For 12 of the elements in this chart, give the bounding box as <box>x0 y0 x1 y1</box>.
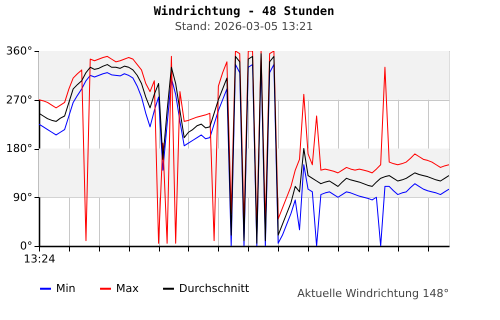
legend-label: Durchschnitt <box>179 282 250 295</box>
x-tick-label: 13:24 <box>24 252 56 266</box>
y-tick-label: 180° <box>6 142 32 155</box>
text: Aktuelle Windrichtung 148° <box>297 287 449 300</box>
y-tick-label: 270° <box>6 93 32 106</box>
chart-subtitle: Stand: 2026-03-05 13:21 <box>174 20 314 33</box>
y-tick-label: 0° <box>20 240 32 252</box>
y-tick-label: 360° <box>6 44 32 58</box>
legend-label: Max <box>116 282 140 295</box>
chart-title: Windrichtung - 48 Stunden <box>154 4 334 18</box>
y-tick-label: 90° <box>13 190 32 204</box>
legend-label: Min <box>56 282 76 295</box>
